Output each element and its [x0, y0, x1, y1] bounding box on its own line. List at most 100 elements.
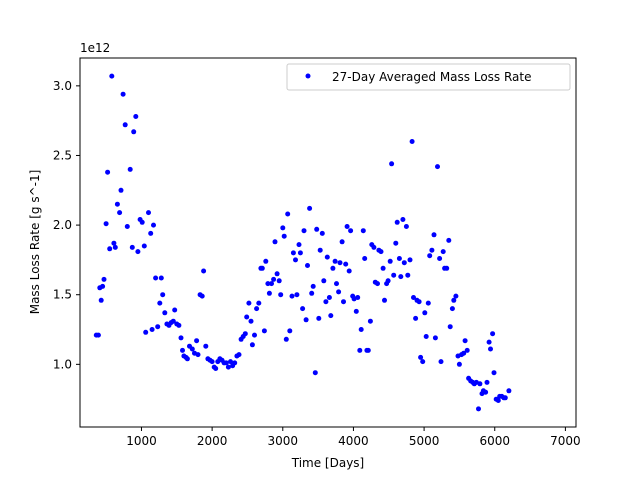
- data-point: [387, 258, 393, 264]
- data-point: [172, 307, 178, 313]
- data-point: [398, 274, 404, 280]
- data-point: [143, 329, 149, 335]
- data-point: [488, 346, 493, 352]
- data-point: [309, 290, 315, 296]
- data-point: [199, 293, 205, 299]
- data-point: [447, 324, 453, 330]
- data-point: [413, 315, 419, 321]
- data-point: [341, 299, 346, 305]
- data-point: [371, 244, 377, 250]
- data-point: [343, 261, 349, 267]
- data-point: [348, 228, 354, 234]
- data-point: [391, 272, 397, 278]
- data-point: [176, 322, 182, 328]
- data-point: [225, 364, 231, 370]
- data-point: [358, 327, 364, 332]
- data-point: [285, 211, 291, 217]
- data-point: [272, 239, 278, 245]
- data-point: [337, 260, 343, 266]
- data-point: [461, 350, 467, 356]
- data-point: [425, 300, 431, 306]
- data-point: [332, 258, 338, 264]
- data-point: [209, 359, 215, 365]
- data-point: [321, 278, 327, 284]
- data-point: [203, 343, 209, 349]
- x-tick-label: 4000: [338, 434, 369, 448]
- data-point: [223, 360, 229, 366]
- data-point: [280, 225, 286, 231]
- data-point: [122, 122, 128, 128]
- data-point: [201, 268, 207, 274]
- data-point: [105, 169, 111, 175]
- data-point: [120, 91, 126, 97]
- data-point: [153, 275, 159, 281]
- data-point: [263, 258, 269, 264]
- data-point: [437, 256, 443, 261]
- data-point: [301, 228, 307, 234]
- data-point: [269, 281, 274, 287]
- data-point: [135, 249, 141, 255]
- data-point: [420, 359, 426, 365]
- data-point: [129, 244, 135, 250]
- data-point: [107, 246, 113, 252]
- data-point: [423, 334, 429, 339]
- data-point: [271, 276, 277, 282]
- data-point: [155, 324, 161, 330]
- data-point: [162, 310, 168, 316]
- data-point: [246, 300, 252, 306]
- data-point: [312, 370, 318, 376]
- data-point: [124, 224, 130, 229]
- legend: 27-Day Averaged Mass Loss Rate: [286, 63, 571, 91]
- data-point: [194, 338, 200, 344]
- data-point: [293, 257, 298, 263]
- data-point: [127, 166, 133, 172]
- data-point: [435, 164, 440, 170]
- data-point: [305, 263, 310, 268]
- data-point: [355, 295, 361, 300]
- data-point: [389, 161, 395, 167]
- y-tick-label: 1.5: [53, 288, 72, 302]
- legend-box: [286, 63, 571, 91]
- data-point: [274, 271, 280, 277]
- data-point: [184, 356, 190, 362]
- data-point: [427, 253, 433, 259]
- data-point: [495, 398, 501, 403]
- y-axis-ticks: 1.0 1.5 2.0 2.5 3.0: [53, 79, 80, 371]
- data-point: [314, 226, 320, 232]
- data-point: [146, 210, 151, 216]
- data-point: [393, 240, 399, 246]
- data-point: [178, 335, 184, 341]
- data-point: [330, 265, 336, 271]
- data-point: [502, 395, 508, 401]
- data-point: [323, 299, 329, 305]
- data-point: [344, 224, 350, 229]
- data-point: [334, 281, 339, 287]
- data-point: [328, 313, 334, 319]
- x-tick-label: 2000: [197, 434, 228, 448]
- y-tick-label: 2.0: [53, 218, 72, 232]
- data-point: [449, 306, 455, 312]
- data-point: [403, 224, 409, 229]
- data-point: [451, 297, 457, 303]
- legend-label: 27-Day Averaged Mass Loss Rate: [332, 70, 532, 84]
- data-point: [118, 187, 124, 193]
- data-point: [365, 347, 371, 353]
- data-point: [310, 283, 316, 289]
- data-point: [111, 240, 117, 246]
- data-point: [261, 328, 267, 334]
- data-point: [148, 230, 154, 236]
- x-tick-label: 1000: [126, 434, 157, 448]
- data-point: [319, 230, 325, 236]
- data-point: [300, 306, 306, 312]
- data-point: [244, 314, 250, 320]
- data-point: [259, 265, 265, 271]
- data-point: [357, 347, 363, 353]
- data-points: [93, 73, 512, 412]
- data-point: [362, 256, 368, 261]
- y-axis-label: Mass Loss Rate [g s^-1]: [28, 170, 42, 315]
- data-point: [378, 249, 384, 255]
- data-point: [339, 239, 345, 245]
- data-point: [133, 114, 139, 119]
- data-point: [98, 297, 104, 303]
- data-point: [491, 370, 497, 376]
